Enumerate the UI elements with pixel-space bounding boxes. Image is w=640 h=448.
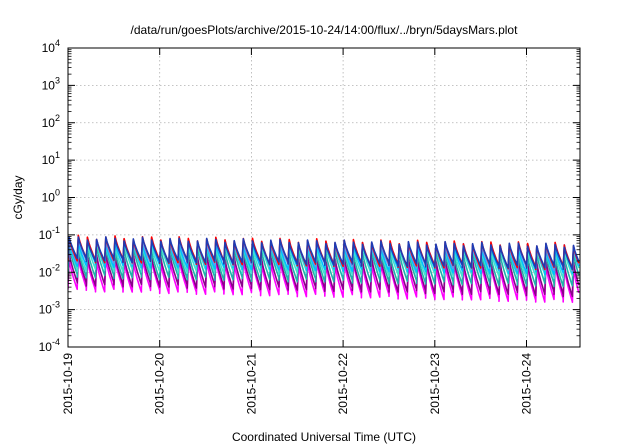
x-tick-label: 2015-10-20 [153, 353, 167, 415]
series-line [68, 245, 580, 288]
x-axis-label: Coordinated Universal Time (UTC) [232, 430, 416, 444]
tick-marks [67, 47, 580, 348]
y-tick-label: 103 [42, 75, 60, 92]
series-line [68, 252, 580, 298]
x-tick-label: 2015-10-23 [428, 353, 442, 415]
y-axis-label: cGy/day [11, 175, 25, 219]
series-line [68, 241, 580, 280]
y-tick-label: 101 [42, 150, 60, 167]
y-tick-label: 102 [42, 113, 60, 130]
y-tick-label: 10-4 [39, 337, 60, 354]
y-tick-label: 100 [42, 188, 60, 205]
x-tick-label: 2015-10-22 [336, 353, 350, 415]
y-tick-labels: 10-4 10-3 10-2 10-1 100 101 102 103 104 [39, 38, 60, 354]
x-tick-label: 2015-10-24 [520, 353, 534, 415]
x-tick-label: 2015-10-19 [61, 353, 75, 415]
x-tick-label: 2015-10-21 [244, 353, 258, 415]
chart-title: /data/run/goesPlots/archive/2015-10-24/1… [131, 23, 519, 37]
x-tick-labels: 2015-10-19 2015-10-20 2015-10-21 2015-10-22… [61, 353, 534, 415]
y-tick-label: 10-1 [39, 225, 60, 242]
grid [67, 48, 580, 347]
y-tick-label: 10-3 [39, 300, 60, 317]
y-tick-label: 10-2 [39, 262, 60, 279]
series-line [68, 256, 580, 304]
y-tick-label: 104 [42, 38, 60, 55]
series-group [68, 234, 580, 304]
series-line [68, 236, 580, 271]
